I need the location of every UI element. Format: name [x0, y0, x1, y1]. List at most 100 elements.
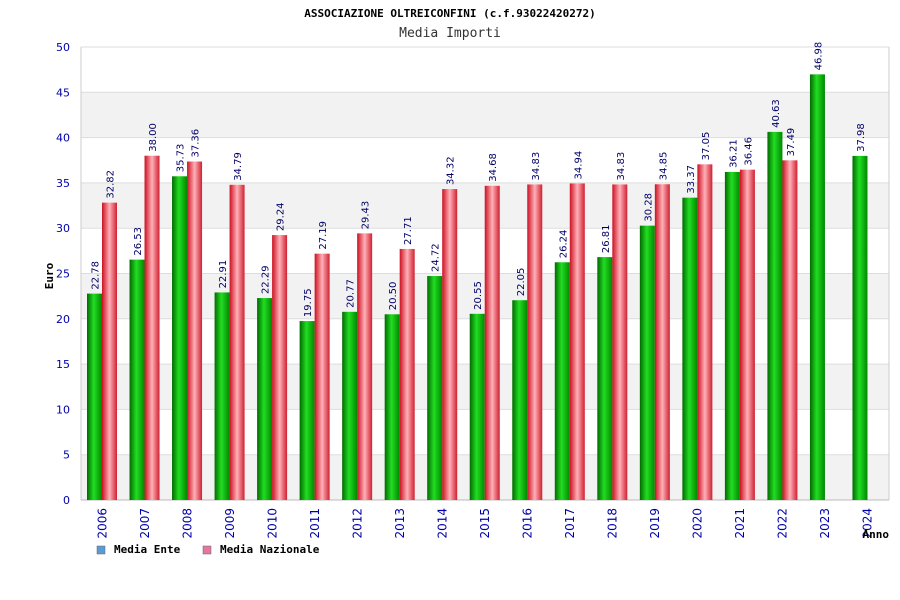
bar-media-ente [597, 257, 613, 500]
bar-media-nazionale [782, 160, 798, 500]
x-tick-label: 2021 [733, 508, 747, 539]
bar-media-ente [512, 300, 528, 500]
data-label: 40.63 [771, 99, 782, 128]
legend-swatch-media-ente [96, 545, 106, 555]
data-label: 34.32 [446, 156, 457, 185]
x-tick-label: 2016 [521, 508, 535, 539]
x-tick-label: 2022 [776, 508, 790, 539]
y-tick-label: 5 [63, 449, 70, 462]
bar-media-ente [639, 225, 655, 500]
data-label: 22.78 [91, 261, 102, 290]
bar-media-ente [469, 313, 485, 500]
data-label: 37.98 [856, 123, 867, 152]
y-axis: 0 5 10 15 20 25 30 35 40 45 50 [56, 41, 70, 507]
data-label: 20.55 [473, 281, 484, 310]
bar-media-nazionale [654, 184, 670, 500]
data-label: 19.75 [303, 288, 314, 317]
bar-media-nazionale [527, 184, 543, 501]
bar-extra [852, 155, 868, 501]
x-tick-label: 2013 [393, 508, 407, 539]
y-tick-label: 30 [56, 222, 70, 235]
legend-label-media-nazionale: Media Nazionale [220, 543, 320, 556]
bar-media-ente [384, 314, 400, 500]
chart-title: ASSOCIAZIONE OLTREICONFINI (c.f.93022420… [304, 7, 595, 20]
bar-media-ente [87, 293, 102, 500]
y-tick-label: 35 [56, 177, 70, 190]
data-label: 37.05 [701, 132, 712, 161]
x-tick-label: 2015 [478, 508, 492, 539]
bar-media-ente [214, 292, 230, 500]
data-label: 27.19 [318, 221, 329, 250]
x-axis-label: Anno [863, 528, 890, 541]
bar-media-nazionale [484, 185, 500, 500]
x-tick-label: 2012 [350, 508, 364, 539]
y-tick-label: 45 [56, 86, 70, 99]
bar-media-ente [809, 74, 825, 500]
bar-media-ente [682, 197, 698, 501]
data-label: 34.85 [658, 152, 669, 181]
data-label: 33.37 [686, 165, 697, 194]
x-tick-label: 2014 [435, 508, 449, 539]
bar-media-ente [554, 262, 570, 500]
x-tick-label: 2020 [691, 508, 705, 539]
bar-media-nazionale [569, 183, 585, 500]
data-label: 34.83 [531, 152, 542, 181]
data-label: 20.50 [388, 282, 399, 311]
y-tick-label: 50 [56, 41, 70, 54]
data-label: 29.43 [361, 201, 372, 230]
bar-media-ente [767, 131, 783, 500]
bar-media-ente [299, 321, 315, 500]
data-label: 34.68 [488, 153, 499, 182]
x-tick-label: 2018 [606, 508, 620, 539]
y-tick-label: 40 [56, 132, 70, 145]
data-label: 29.24 [276, 202, 287, 231]
data-label: 37.36 [191, 129, 202, 158]
data-label: 24.72 [431, 243, 442, 272]
y-tick-label: 0 [63, 494, 70, 507]
x-tick-label: 2019 [648, 508, 662, 539]
data-label: 34.79 [233, 152, 244, 181]
data-label: 22.05 [516, 268, 527, 297]
y-axis-label: Euro [43, 262, 56, 289]
x-tick-label: 2006 [95, 508, 109, 539]
bar-media-ente [342, 311, 358, 500]
bar-media-nazionale [314, 253, 330, 500]
chart-subtitle: Media Importi [399, 26, 501, 41]
y-tick-label: 20 [56, 313, 70, 326]
x-tick-label: 2023 [818, 508, 832, 539]
data-label: 26.53 [133, 227, 144, 256]
x-tick-label: 2011 [308, 508, 322, 539]
bar-media-ente [129, 259, 145, 500]
data-label: 36.21 [728, 139, 739, 168]
bar-media-nazionale [272, 235, 288, 500]
data-label: 26.24 [558, 230, 569, 259]
legend-label-media-ente: Media Ente [114, 543, 181, 556]
bar-media-ente [427, 276, 443, 500]
y-tick-label: 15 [56, 358, 70, 371]
bar-media-nazionale [102, 202, 117, 500]
bar-media-ente [172, 176, 188, 500]
y-tick-label: 25 [56, 268, 70, 281]
x-axis: 2006 2007 2008 2009 2010 2011 2012 2013 2014 2015… [95, 508, 874, 539]
bar-media-nazionale [697, 164, 713, 500]
bar-media-ente [257, 298, 273, 500]
bar-media-ente [724, 171, 740, 501]
data-label: 46.98 [813, 42, 824, 71]
y-tick-label: 10 [56, 403, 70, 416]
data-label: 22.91 [218, 260, 229, 289]
data-label: 38.00 [148, 123, 159, 152]
x-tick-label: 2010 [265, 508, 279, 539]
data-label: 36.46 [743, 137, 754, 166]
data-label: 37.49 [786, 128, 797, 157]
bar-media-nazionale [229, 184, 245, 500]
bar-media-nazionale [442, 189, 458, 501]
bar-media-nazionale [739, 169, 755, 500]
grid-band [81, 92, 889, 138]
data-label: 32.82 [106, 170, 117, 199]
data-label: 22.29 [261, 265, 272, 294]
bar-media-nazionale [357, 233, 373, 500]
data-label: 34.94 [573, 151, 584, 180]
data-label: 27.71 [403, 216, 414, 245]
x-tick-label: 2007 [138, 508, 152, 539]
